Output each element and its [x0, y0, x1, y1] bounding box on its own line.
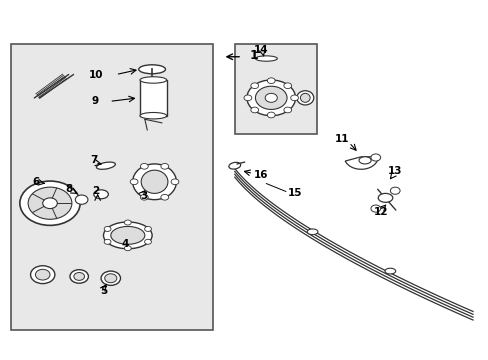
Ellipse shape	[104, 274, 117, 283]
Circle shape	[171, 179, 179, 185]
Text: 12: 12	[373, 207, 387, 217]
Ellipse shape	[101, 271, 120, 285]
Circle shape	[144, 239, 151, 244]
Text: 3: 3	[140, 191, 147, 201]
Ellipse shape	[228, 162, 240, 169]
Circle shape	[124, 220, 131, 225]
Text: 13: 13	[387, 166, 402, 176]
Circle shape	[290, 95, 298, 101]
Bar	[140, 80, 166, 116]
Ellipse shape	[358, 157, 370, 164]
Ellipse shape	[30, 266, 55, 284]
Circle shape	[104, 239, 111, 244]
Ellipse shape	[296, 91, 313, 105]
Circle shape	[144, 226, 151, 231]
Circle shape	[283, 83, 291, 89]
Text: 1: 1	[249, 49, 258, 62]
Circle shape	[104, 226, 111, 231]
Ellipse shape	[255, 86, 286, 109]
Circle shape	[267, 78, 275, 84]
Text: 15: 15	[287, 188, 302, 198]
Ellipse shape	[139, 65, 165, 74]
Circle shape	[250, 83, 258, 89]
Ellipse shape	[384, 268, 395, 274]
Ellipse shape	[140, 77, 166, 83]
Text: 4: 4	[122, 239, 129, 249]
Ellipse shape	[246, 80, 295, 116]
Circle shape	[75, 195, 88, 204]
Text: 6: 6	[33, 177, 40, 187]
Circle shape	[161, 194, 168, 200]
Text: 16: 16	[254, 170, 268, 180]
Circle shape	[42, 198, 57, 208]
Ellipse shape	[96, 162, 115, 169]
Ellipse shape	[141, 170, 167, 193]
Ellipse shape	[306, 229, 317, 235]
Circle shape	[140, 194, 148, 200]
FancyArrowPatch shape	[377, 189, 395, 210]
Ellipse shape	[70, 270, 88, 283]
Ellipse shape	[255, 56, 277, 61]
Circle shape	[370, 154, 380, 161]
Ellipse shape	[377, 193, 392, 202]
Circle shape	[250, 107, 258, 113]
Text: 14: 14	[254, 45, 268, 55]
Ellipse shape	[111, 226, 144, 244]
Ellipse shape	[35, 269, 50, 280]
Text: 7: 7	[90, 156, 97, 165]
Circle shape	[124, 246, 131, 251]
Text: 8: 8	[66, 184, 73, 194]
Circle shape	[28, 187, 72, 219]
Circle shape	[140, 163, 148, 169]
Ellipse shape	[74, 273, 84, 280]
Circle shape	[267, 112, 275, 118]
Text: 11: 11	[334, 134, 348, 144]
Text: 10: 10	[89, 69, 103, 80]
Text: 2: 2	[92, 186, 100, 197]
Circle shape	[130, 179, 138, 185]
Circle shape	[283, 107, 291, 113]
Text: 5: 5	[100, 286, 107, 296]
Circle shape	[244, 95, 251, 101]
Ellipse shape	[94, 190, 108, 199]
Text: 9: 9	[91, 96, 99, 107]
Wedge shape	[345, 157, 377, 169]
Ellipse shape	[140, 112, 166, 119]
Circle shape	[20, 181, 80, 225]
Ellipse shape	[132, 164, 176, 200]
Ellipse shape	[300, 93, 309, 102]
Bar	[11, 44, 212, 330]
Ellipse shape	[103, 222, 152, 249]
Ellipse shape	[264, 93, 277, 102]
Circle shape	[161, 163, 168, 169]
Bar	[234, 44, 317, 134]
Circle shape	[389, 187, 399, 194]
Circle shape	[370, 205, 380, 212]
